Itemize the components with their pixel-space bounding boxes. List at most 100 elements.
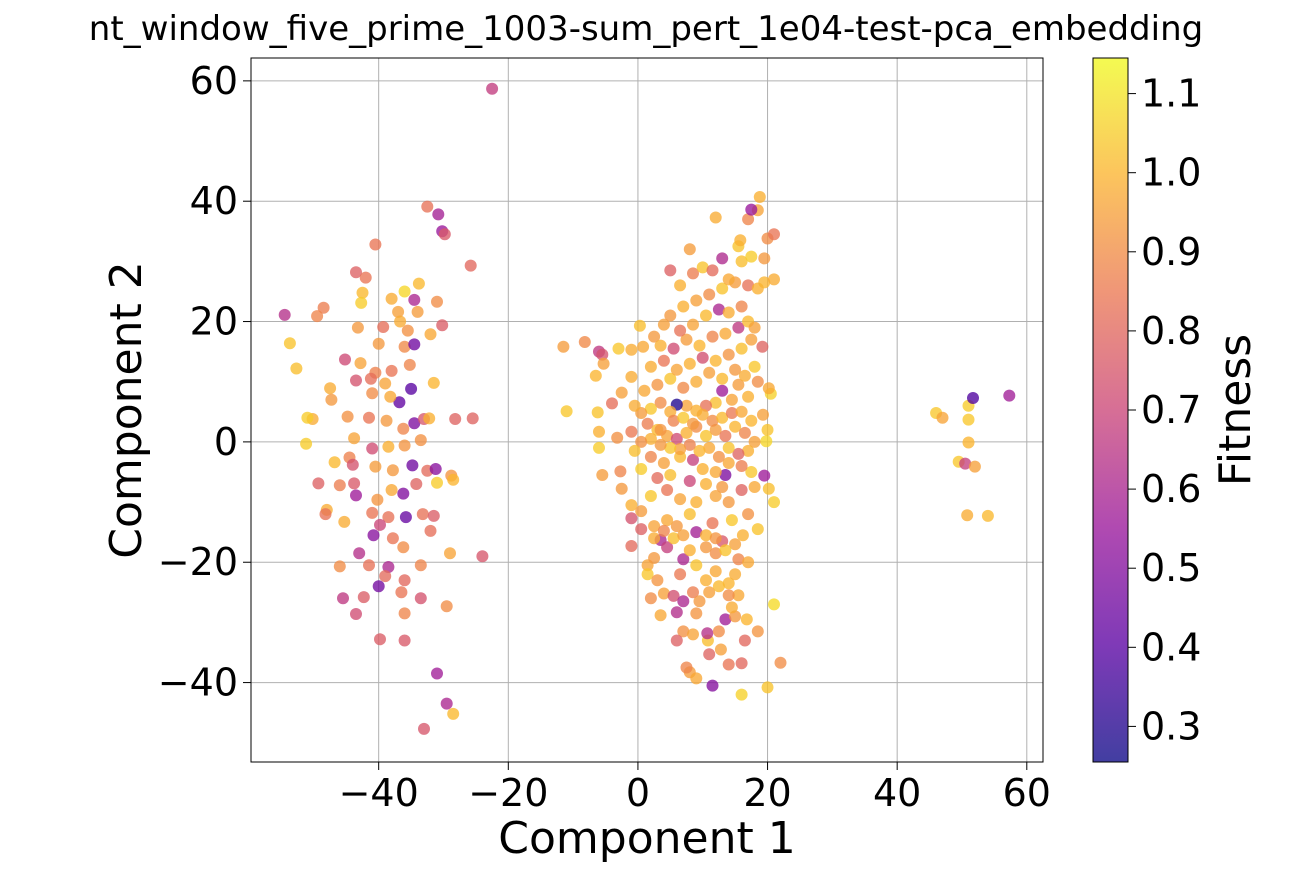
x-axis-ticks: −40 −20 0 20 40 60 bbox=[339, 762, 1051, 815]
data-point bbox=[386, 464, 399, 477]
data-point bbox=[677, 381, 690, 394]
data-point bbox=[398, 285, 411, 298]
data-point bbox=[693, 444, 706, 457]
data-point bbox=[414, 592, 427, 605]
data-point bbox=[670, 606, 683, 619]
data-point bbox=[709, 466, 722, 478]
data-point bbox=[625, 370, 638, 383]
data-point bbox=[732, 553, 745, 566]
data-point bbox=[447, 707, 460, 720]
data-point bbox=[690, 294, 703, 307]
data-point bbox=[674, 568, 687, 581]
data-point bbox=[593, 425, 605, 438]
data-point bbox=[683, 438, 696, 451]
data-point bbox=[366, 442, 379, 455]
data-point bbox=[732, 589, 745, 602]
data-point bbox=[447, 473, 460, 486]
data-point bbox=[693, 339, 706, 352]
colorbar-tick-label: 0.6 bbox=[1141, 467, 1201, 511]
colorbar-tick-label: 0.3 bbox=[1141, 704, 1201, 748]
data-point bbox=[625, 540, 638, 552]
data-point bbox=[398, 634, 411, 647]
data-point bbox=[625, 343, 638, 356]
data-point bbox=[290, 362, 303, 375]
data-point bbox=[382, 561, 395, 573]
data-point bbox=[968, 460, 981, 473]
data-point bbox=[670, 634, 683, 647]
data-point bbox=[729, 610, 742, 623]
data-point bbox=[690, 607, 703, 620]
data-point bbox=[722, 496, 735, 509]
data-point bbox=[722, 658, 735, 671]
data-point bbox=[1003, 389, 1016, 402]
data-point bbox=[424, 524, 437, 537]
data-points bbox=[278, 82, 1016, 735]
data-point bbox=[410, 478, 423, 490]
data-point bbox=[346, 458, 359, 471]
data-point bbox=[611, 431, 624, 444]
data-point bbox=[706, 330, 719, 343]
data-point bbox=[395, 586, 408, 599]
data-point bbox=[661, 514, 674, 527]
data-point bbox=[379, 570, 392, 583]
data-point bbox=[657, 318, 670, 331]
y-tick-label: 40 bbox=[190, 179, 238, 223]
data-point bbox=[364, 372, 377, 385]
data-point bbox=[394, 315, 407, 328]
colorbar-gradient bbox=[1092, 57, 1129, 763]
x-tick-label: −20 bbox=[468, 771, 548, 815]
data-point bbox=[729, 568, 742, 581]
data-point bbox=[701, 627, 714, 640]
data-point bbox=[644, 592, 657, 605]
data-point bbox=[674, 493, 687, 506]
data-point bbox=[374, 633, 386, 646]
colorbar-label: Fitness bbox=[1210, 334, 1261, 486]
data-point bbox=[677, 595, 690, 608]
data-point bbox=[667, 414, 680, 427]
data-point bbox=[486, 82, 499, 95]
data-point bbox=[367, 529, 380, 542]
data-point bbox=[758, 469, 771, 482]
data-point bbox=[440, 600, 453, 613]
data-point bbox=[350, 374, 362, 387]
data-point bbox=[397, 422, 410, 435]
data-point bbox=[709, 354, 722, 367]
data-point bbox=[962, 436, 975, 449]
data-point bbox=[325, 393, 338, 406]
data-point bbox=[338, 515, 351, 528]
data-point bbox=[644, 360, 657, 373]
data-point bbox=[700, 399, 712, 412]
data-point bbox=[350, 608, 362, 620]
data-point bbox=[709, 547, 722, 560]
data-point bbox=[674, 443, 687, 456]
data-point bbox=[687, 628, 699, 641]
data-point bbox=[278, 308, 291, 321]
data-point bbox=[714, 643, 727, 656]
data-point bbox=[386, 532, 399, 545]
data-point bbox=[768, 496, 780, 509]
data-point bbox=[385, 364, 398, 377]
data-point bbox=[635, 435, 648, 448]
data-point bbox=[379, 377, 392, 390]
data-point bbox=[722, 348, 735, 361]
data-point bbox=[961, 509, 974, 522]
data-point bbox=[382, 440, 395, 453]
data-point bbox=[709, 423, 722, 436]
data-point bbox=[700, 429, 712, 442]
data-point bbox=[742, 279, 755, 292]
data-point bbox=[661, 541, 674, 554]
data-point bbox=[762, 382, 775, 395]
data-point bbox=[664, 441, 677, 454]
data-point bbox=[382, 511, 395, 524]
data-point bbox=[936, 411, 949, 424]
data-point bbox=[657, 354, 670, 367]
data-point bbox=[644, 490, 657, 502]
y-tick-label: −40 bbox=[158, 661, 238, 705]
data-point bbox=[438, 228, 451, 241]
data-point bbox=[301, 411, 314, 424]
data-point bbox=[427, 376, 440, 389]
data-point bbox=[397, 487, 410, 500]
data-point bbox=[625, 499, 638, 512]
data-point bbox=[690, 496, 703, 509]
data-point bbox=[709, 532, 722, 545]
